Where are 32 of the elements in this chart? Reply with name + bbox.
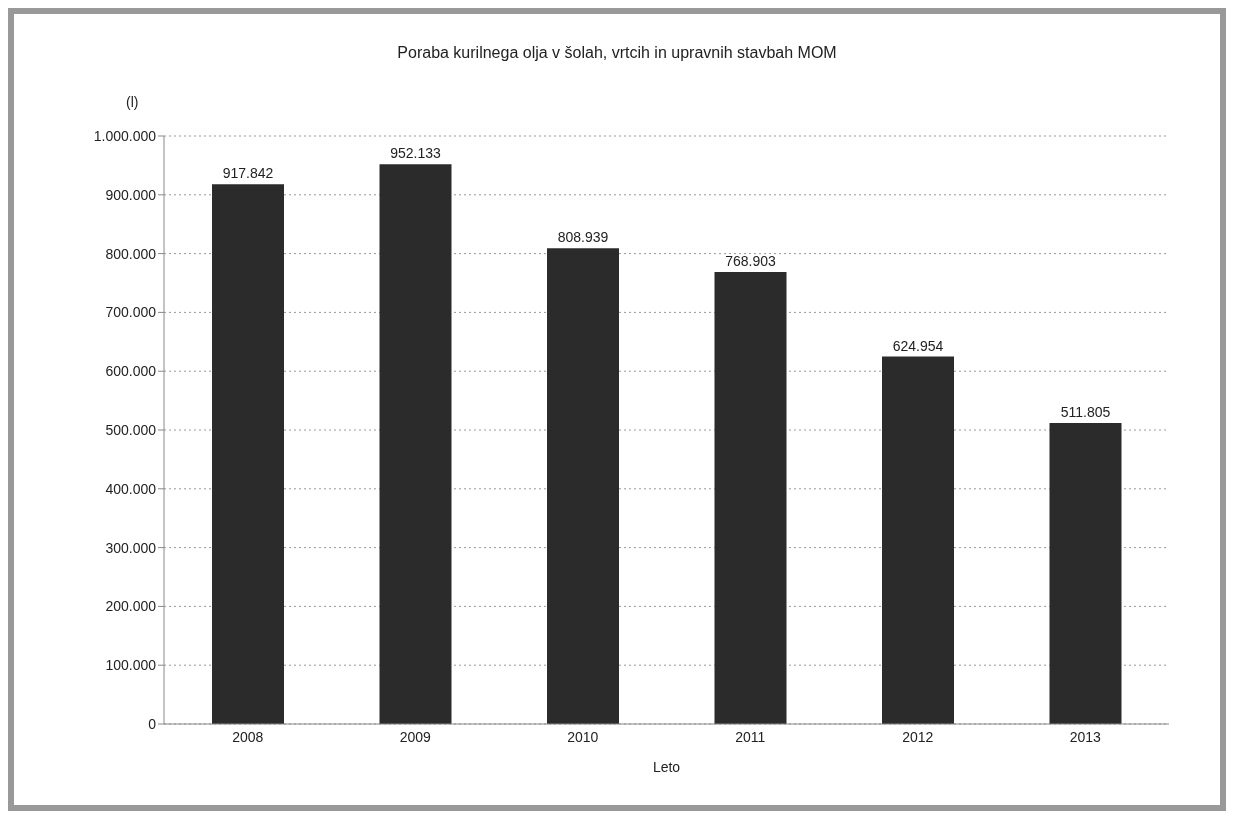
bar — [212, 184, 284, 724]
x-axis-title: Leto — [652, 759, 681, 775]
y-tick-label: 0 — [148, 715, 157, 732]
y-tick-label: 300.000 — [105, 539, 157, 556]
data-label: 511.805 — [1060, 404, 1111, 421]
bar — [882, 356, 954, 724]
data-label: 952.133 — [390, 145, 442, 162]
y-tick-label: 100.000 — [105, 657, 157, 674]
y-axis-title: (l) — [126, 94, 139, 110]
y-tick-label: 500.000 — [105, 421, 157, 438]
x-tick-label: 2010 — [567, 728, 599, 745]
bar — [714, 271, 787, 724]
data-label: 768.903 — [725, 252, 777, 269]
y-tick-label: 900.000 — [105, 186, 157, 203]
data-label: 808.939 — [557, 229, 609, 246]
x-tick-label: 2011 — [735, 728, 766, 745]
y-tick-label: 400.000 — [105, 480, 157, 497]
y-tick-label: 700.000 — [105, 304, 157, 321]
data-label: 624.954 — [892, 337, 944, 354]
x-tick-label: 2009 — [399, 728, 432, 745]
y-tick-label: 800.000 — [105, 245, 157, 262]
bar — [379, 164, 452, 724]
bar — [1049, 423, 1122, 724]
x-tick-label: 2013 — [1069, 728, 1102, 745]
y-tick-label: 600.000 — [105, 363, 157, 380]
y-tick-label: 200.000 — [105, 598, 157, 615]
bar — [547, 248, 619, 724]
y-tick-label: 1.000.000 — [93, 127, 157, 144]
chart-title: Poraba kurilnega olja v šolah, vrtcih in upravnih stavbah MOM — [396, 44, 838, 62]
data-label: 917.842 — [222, 165, 274, 182]
x-tick-label: 2012 — [902, 728, 934, 745]
x-tick-label: 2008 — [232, 728, 264, 745]
